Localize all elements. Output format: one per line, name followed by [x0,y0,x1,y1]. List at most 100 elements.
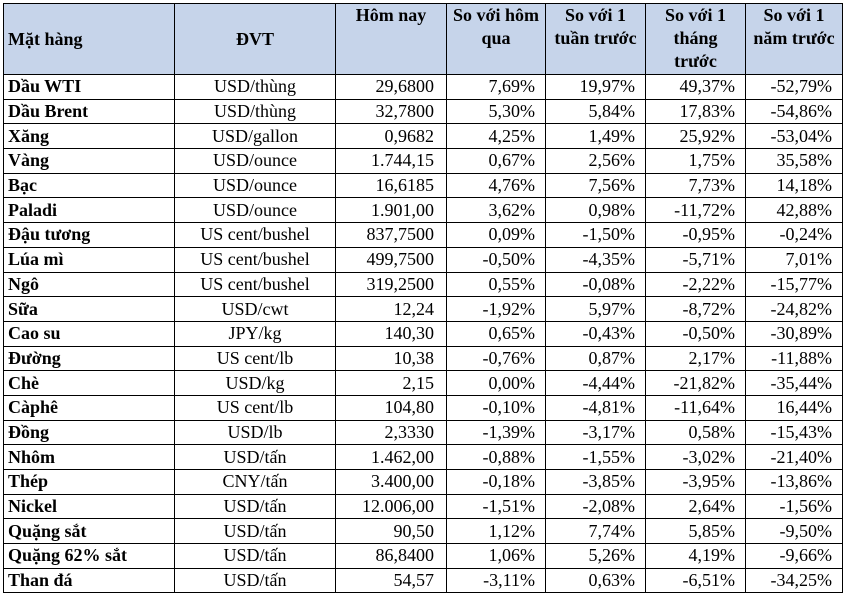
today-price-cell: 12,24 [335,296,447,322]
change-year-cell: -15,77% [745,271,843,298]
table-body: Dầu WTI USD/thùng 29,6800 7,69% 19,97% 49,37%… [3,74,843,594]
unit-cell: CNY/tấn [174,469,336,495]
today-price-cell: 12.006,00 [335,493,447,520]
change-week-cell: 0,87% [545,345,646,372]
unit-cell: US cent/bushel [174,271,336,298]
unit-cell: USD/tấn [174,518,336,545]
commodity-name: Vàng [3,148,175,174]
header-vs-month: So với 1 tháng trước [645,3,746,75]
today-price-cell: 1.462,00 [335,444,447,470]
today-price-cell: 16,6185 [335,172,447,199]
change-week-cell: 5,26% [545,543,646,569]
change-week-cell: 0,63% [545,567,646,594]
change-month-cell: -11,64% [645,394,746,421]
change-month-cell: 2,17% [645,345,746,372]
change-month-cell: 1,75% [645,148,746,174]
table-row: Bạc USD/ounce 16,6185 4,76% 7,56% 7,73% 14,18% [3,172,843,199]
change-month-cell: 49,37% [645,74,746,100]
today-price-cell: 32,7800 [335,98,447,125]
header-item: Mặt hàng [3,3,175,75]
table-row: Sữa USD/cwt 12,24 -1,92% 5,97% -8,72% -24,82% [3,296,843,322]
unit-cell: USD/kg [174,370,336,396]
commodity-name: Quặng sắt [3,518,175,545]
today-price-cell: 2,3330 [335,419,447,446]
change-month-cell: -0,50% [645,320,746,347]
change-day-cell: 7,69% [446,74,546,100]
today-price-cell: 3.400,00 [335,469,447,495]
unit-cell: USD/tấn [174,493,336,520]
commodity-name: Đường [3,345,175,372]
today-price-cell: 2,15 [335,370,447,396]
unit-cell: USD/cwt [174,296,336,322]
table-row: Than đá USD/tấn 54,57 -3,11% 0,63% -6,51% -34,… [3,567,843,594]
change-day-cell: -0,76% [446,345,546,372]
change-day-cell: 1,06% [446,543,546,569]
change-year-cell: -15,43% [745,419,843,446]
change-month-cell: -5,71% [645,246,746,273]
change-day-cell: 3,62% [446,197,546,224]
change-month-cell: -2,22% [645,271,746,298]
unit-cell: USD/ounce [174,197,336,224]
change-year-cell: -52,79% [745,74,843,100]
commodity-name: Ngô [3,271,175,298]
change-day-cell: 0,55% [446,271,546,298]
commodity-name: Đậu tương [3,222,175,248]
table-row: Đồng USD/lb 2,3330 -1,39% -3,17% 0,58% -15,43% [3,419,843,446]
change-year-cell: -0,24% [745,222,843,248]
header-vs-week: So với 1 tuần trước [545,3,646,75]
change-day-cell: 4,25% [446,123,546,150]
change-week-cell: -4,81% [545,394,646,421]
change-week-cell: 19,97% [545,74,646,100]
table-row: Chè USD/kg 2,15 0,00% -4,44% -21,82% -35,44% [3,370,843,396]
change-year-cell: 35,58% [745,148,843,174]
change-day-cell: 4,76% [446,172,546,199]
unit-cell: USD/tấn [174,444,336,470]
table-row: Paladi USD/ounce 1.901,00 3,62% 0,98% -11,72%… [3,197,843,224]
change-month-cell: -21,82% [645,370,746,396]
unit-cell: USD/gallon [174,123,336,150]
header-today: Hôm nay [335,3,447,75]
change-month-cell: 4,19% [645,543,746,569]
table-header-row: Mặt hàng ĐVT Hôm nay So với hôm qua So v… [3,3,843,75]
change-week-cell: -1,55% [545,444,646,470]
change-month-cell: 0,58% [645,419,746,446]
today-price-cell: 104,80 [335,394,447,421]
change-year-cell: 42,88% [745,197,843,224]
unit-cell: USD/tấn [174,543,336,569]
change-year-cell: -24,82% [745,296,843,322]
change-day-cell: -1,39% [446,419,546,446]
table-row: Quặng 62% sắt USD/tấn 86,8400 1,06% 5,26% 4,1… [3,543,843,569]
change-day-cell: 0,00% [446,370,546,396]
commodity-name: Nickel [3,493,175,520]
change-month-cell: -6,51% [645,567,746,594]
change-month-cell: 5,85% [645,518,746,545]
header-unit: ĐVT [174,3,336,75]
commodity-name: Quặng 62% sắt [3,543,175,569]
table-row: Càphê US cent/lb 104,80 -0,10% -4,81% -11,64%… [3,394,843,421]
change-week-cell: 0,98% [545,197,646,224]
change-day-cell: 1,12% [446,518,546,545]
unit-cell: USD/thùng [174,98,336,125]
change-year-cell: -35,44% [745,370,843,396]
table-row: Đậu tương US cent/bushel 837,7500 0,09% -1,5… [3,222,843,248]
commodity-name: Nhôm [3,444,175,470]
change-day-cell: -1,92% [446,296,546,322]
change-week-cell: -2,08% [545,493,646,520]
table-row: Nhôm USD/tấn 1.462,00 -0,88% -1,55% -3,02% -21… [3,444,843,470]
commodity-name: Đồng [3,419,175,446]
change-day-cell: -0,50% [446,246,546,273]
today-price-cell: 29,6800 [335,74,447,100]
table-row: Dầu Brent USD/thùng 32,7800 5,30% 5,84% 17,83… [3,98,843,125]
table-row: Vàng USD/ounce 1.744,15 0,67% 2,56% 1,75% 35,5… [3,148,843,174]
today-price-cell: 499,7500 [335,246,447,273]
change-year-cell: 7,01% [745,246,843,273]
change-year-cell: -34,25% [745,567,843,594]
commodity-name: Càphê [3,394,175,421]
table-row: Cao su JPY/kg 140,30 0,65% -0,43% -0,50% -30,8… [3,320,843,347]
change-week-cell: -3,17% [545,419,646,446]
table-row: Đường US cent/lb 10,38 -0,76% 0,87% 2,17% -11,… [3,345,843,372]
change-day-cell: -0,88% [446,444,546,470]
change-year-cell: 14,18% [745,172,843,199]
change-day-cell: -0,18% [446,469,546,495]
unit-cell: US cent/bushel [174,246,336,273]
